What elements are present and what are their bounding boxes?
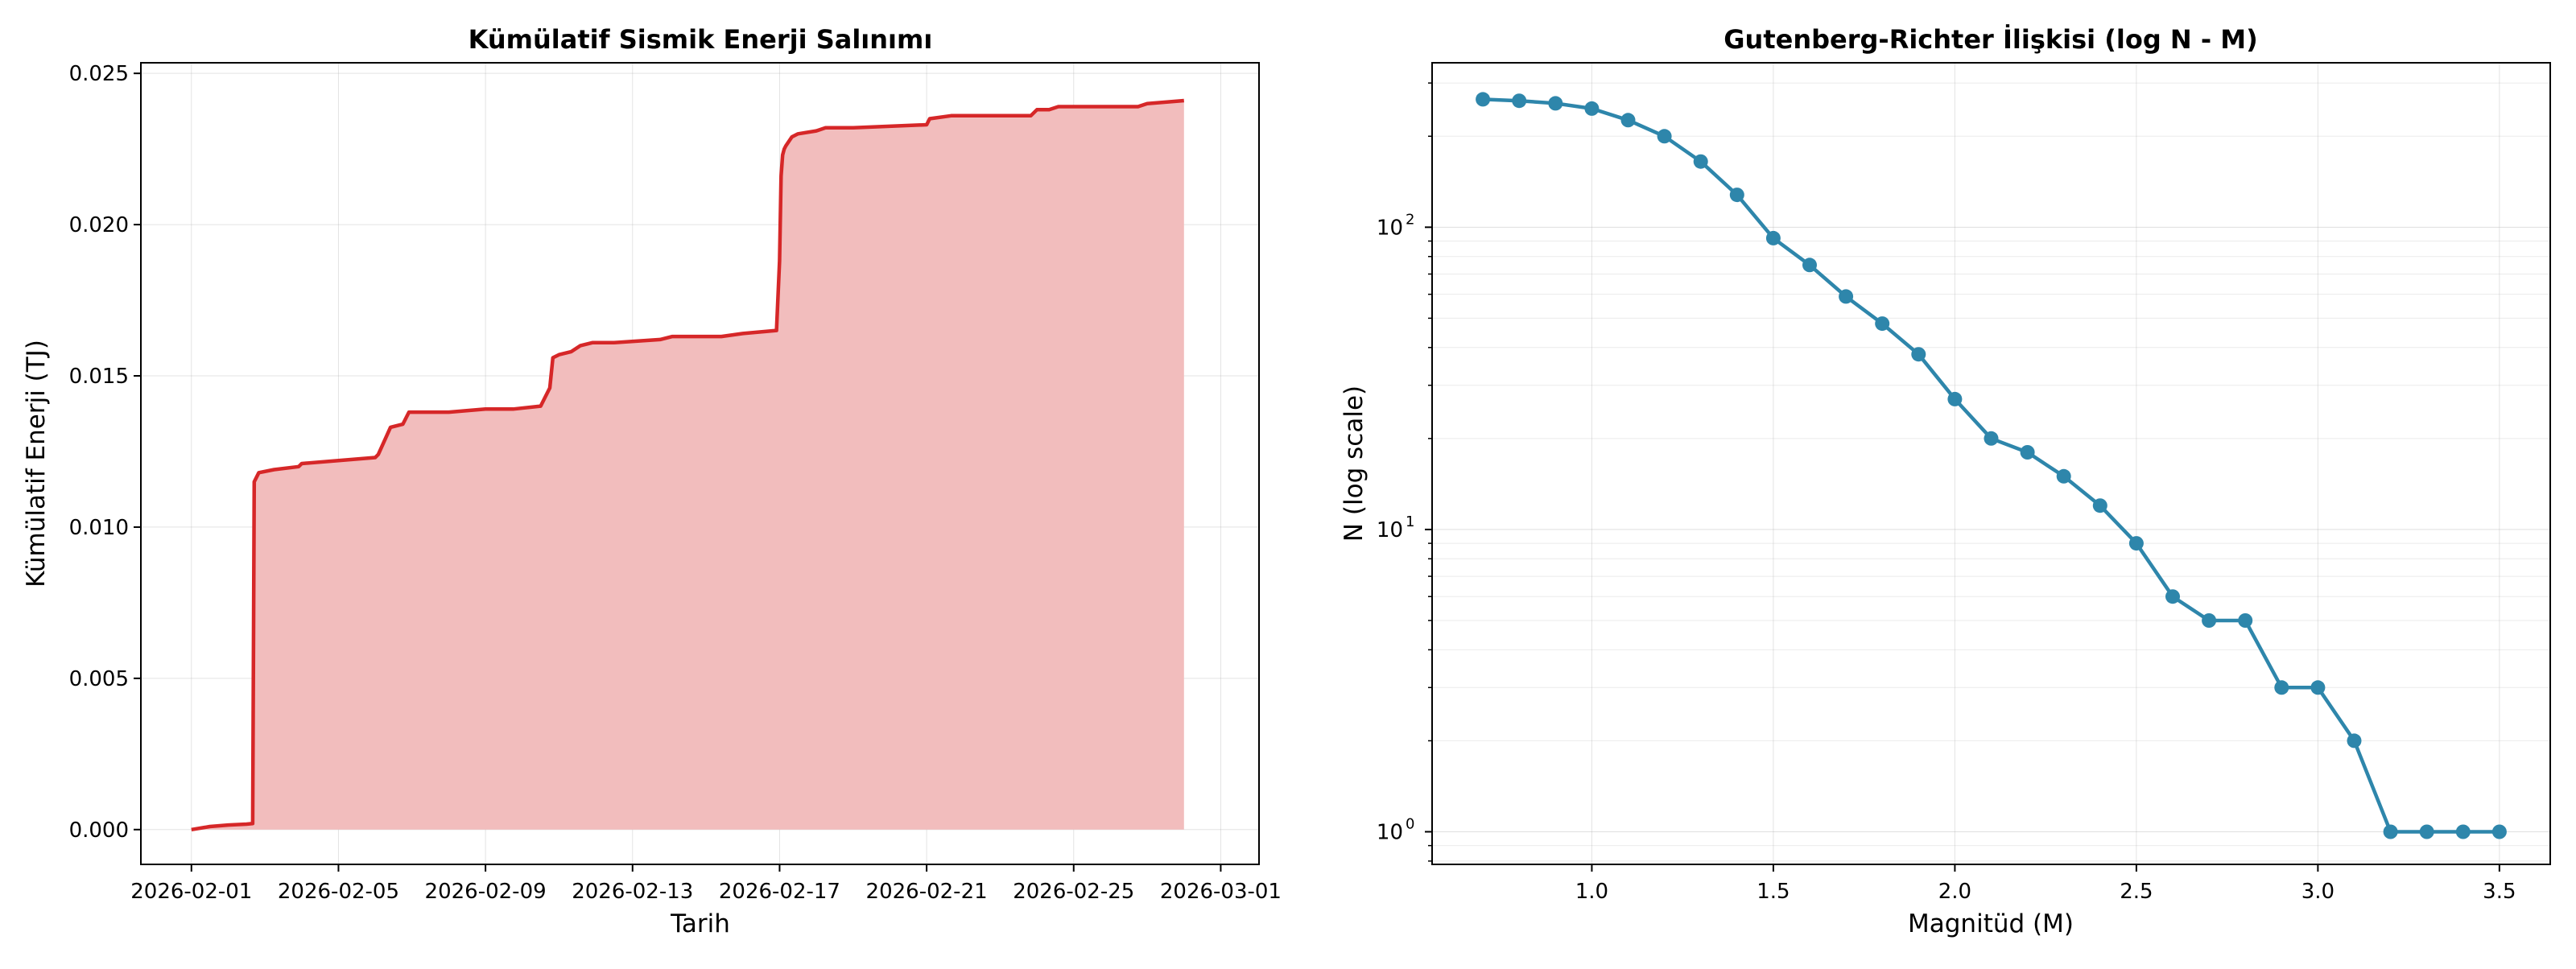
gr-data-point: [1729, 188, 1744, 203]
gr-data-point: [2056, 468, 2071, 484]
gr-data-point: [1657, 129, 1672, 144]
gr-data-point: [2310, 680, 2326, 695]
gr-x-tick-label: 2.0: [1938, 880, 1971, 904]
gr-plot-frame: [1431, 62, 2551, 865]
energy-y-tick-label: 0.020: [69, 213, 129, 237]
gr-data-point: [1911, 347, 1926, 362]
gr-x-tick-label: 1.5: [1757, 880, 1790, 904]
energy-x-tick-label: 2026-02-05: [278, 880, 399, 904]
gr-data-point: [2202, 613, 2217, 628]
gr-x-tick-label: 1.0: [1575, 880, 1608, 904]
energy-y-tick-label: 0.000: [69, 818, 129, 843]
gr-data-point: [1984, 431, 1999, 446]
energy-x-axis: 2026-02-01 2026-02-05 2026-02-09 2026-02-13…: [130, 864, 1282, 904]
energy-chart-title: Kümülatif Sismik Enerji Salınımı: [469, 24, 933, 55]
gr-plot-area: [1432, 63, 2550, 864]
energy-x-tick-label: 2026-02-21: [866, 880, 988, 904]
gr-grid: [1432, 63, 2550, 864]
energy-x-tick-label: 2026-02-17: [719, 880, 840, 904]
gr-y-tick-label: 10: [1377, 820, 1403, 844]
gr-data-point: [2274, 680, 2289, 695]
energy-y-axis-label: Kümülatif Enerji (TJ): [22, 340, 51, 588]
energy-y-tick-label: 0.025: [69, 62, 129, 86]
gr-y-tick-label: 10: [1377, 216, 1403, 240]
gr-x-tick-label: 2.5: [2120, 880, 2153, 904]
gr-y-tick-exponent: 2: [1406, 211, 1414, 228]
gr-data-point: [2347, 733, 2362, 748]
gr-x-axis-label: Magnitüd (M): [1908, 909, 2074, 938]
gr-data-point: [1548, 96, 1563, 111]
gr-data-point: [2128, 536, 2144, 551]
gr-data-point: [1875, 316, 1890, 332]
energy-x-tick-label: 2026-02-01: [130, 880, 252, 904]
gr-data-point: [1802, 258, 1817, 273]
gr-data-point: [2383, 824, 2398, 839]
gr-data-point: [2491, 824, 2507, 839]
energy-x-axis-label: Tarih: [670, 909, 730, 938]
gr-data-point: [1476, 92, 1491, 107]
gr-data-point: [1947, 391, 1963, 406]
gr-data-point: [1693, 154, 1708, 169]
gr-data-point: [1765, 230, 1781, 245]
gr-data-point: [1620, 113, 1636, 128]
gr-data-point: [2419, 824, 2434, 839]
energy-x-tick-label: 2026-02-09: [425, 880, 547, 904]
energy-y-tick-label: 0.005: [69, 667, 129, 691]
gr-y-tick-exponent: 1: [1406, 513, 1414, 530]
energy-x-tick-label: 2026-03-01: [1160, 880, 1282, 904]
energy-y-axis: 0.000 0.005 0.010 0.015 0.020 0.025: [69, 62, 141, 843]
gr-chart-title: Gutenberg-Richter İlişkisi (log N - M): [1724, 24, 2257, 55]
gr-points: [1476, 92, 2507, 839]
gr-data-point: [2092, 498, 2107, 513]
gr-data-point: [1839, 289, 1854, 304]
gr-x-tick-label: 3.0: [2301, 880, 2334, 904]
energy-x-tick-label: 2026-02-25: [1013, 880, 1134, 904]
gr-data-point: [2238, 613, 2253, 628]
gr-data-point: [2020, 445, 2035, 460]
energy-chart: 2026-02-01 2026-02-05 2026-02-09 2026-02-13…: [22, 24, 1282, 938]
gr-x-axis: 1.0 1.5 2.0 2.5 3.0 3.5: [1575, 864, 2516, 904]
gr-y-tick-exponent: 0: [1406, 815, 1414, 832]
gr-x-tick-label: 3.5: [2483, 880, 2516, 904]
energy-y-tick-label: 0.010: [69, 516, 129, 540]
gr-data-point: [2165, 589, 2180, 604]
energy-plot-frame: [140, 62, 1260, 865]
energy-line: [191, 98, 1184, 832]
gr-data-point: [1584, 101, 1600, 116]
gr-data-point: [2455, 824, 2471, 839]
energy-area-fill: [191, 101, 1184, 830]
gr-data-point: [1512, 93, 1527, 109]
energy-y-tick-label: 0.015: [69, 365, 129, 389]
energy-x-tick-label: 2026-02-13: [572, 880, 693, 904]
gr-y-axis-label: N (log scale): [1340, 386, 1368, 542]
gr-y-tick-label: 10: [1377, 518, 1403, 542]
